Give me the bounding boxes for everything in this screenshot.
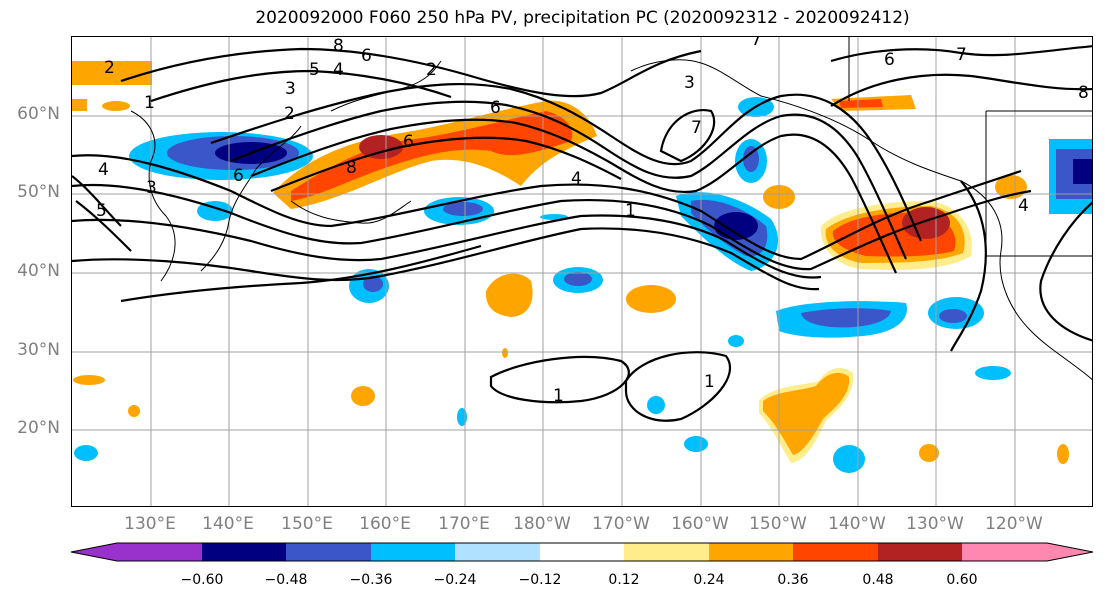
- contour-label: 2: [426, 60, 437, 80]
- contour-label: 3: [684, 73, 695, 93]
- lon-label-130w: 130°W: [906, 514, 964, 534]
- colorbar-tick: 0.36: [777, 572, 809, 588]
- pv-contours: [72, 45, 1092, 422]
- lon-label-160w: 160°W: [671, 514, 729, 534]
- colorbar-border: [70, 542, 1094, 562]
- contour-label: 6: [884, 50, 895, 70]
- colorbar-tick: 0.48: [862, 572, 894, 588]
- contour-label: 6: [361, 46, 372, 66]
- contour-label: 1: [704, 372, 715, 392]
- lon-label-140e: 140°E: [202, 514, 254, 534]
- lon-label-120w: 120°W: [985, 514, 1043, 534]
- contour-label: 7: [691, 118, 702, 138]
- map-canvas: 2 1 8 6 5 4 3 2 4 5 3 6 2 3 8 6 6 4 1 7 …: [72, 37, 1092, 506]
- colorbar-segment: [286, 543, 371, 561]
- colorbar-outline: [70, 542, 1094, 562]
- contour-label: 4: [98, 160, 109, 180]
- colorbar-segment: [878, 543, 962, 561]
- lat-label-20n: 20°N: [17, 418, 60, 438]
- lon-label-170e: 170°E: [438, 514, 490, 534]
- contour-label: 8: [333, 37, 344, 56]
- lon-label-140w: 140°W: [828, 514, 886, 534]
- lon-label-160e: 160°E: [359, 514, 411, 534]
- contour-label: 3: [285, 79, 296, 99]
- map-title: 2020092000 F060 250 hPa PV, precipitatio…: [255, 8, 910, 28]
- colorbar-segment: [793, 543, 878, 561]
- contour-label: 5: [96, 201, 107, 221]
- colorbar-segment: [371, 543, 455, 561]
- colorbar-segment: [962, 543, 1047, 561]
- lat-label-40n: 40°N: [17, 261, 60, 281]
- contour-label: 5: [309, 60, 320, 80]
- colorbar-segment: [540, 543, 624, 561]
- contour-label: 2: [104, 58, 115, 78]
- colorbar-tick: −0.12: [518, 572, 562, 588]
- lat-label-50n: 50°N: [17, 182, 60, 202]
- colorbar-tick: −0.36: [349, 572, 393, 588]
- colorbar-segment: [117, 543, 202, 561]
- colorbar-tick: 0.60: [946, 572, 978, 588]
- contour-label: 7: [751, 37, 762, 50]
- colorbar-tick: 0.12: [608, 572, 640, 588]
- contour-label: 4: [333, 60, 344, 80]
- colorbar-segment: [202, 543, 286, 561]
- contour-label: 4: [1018, 196, 1029, 216]
- contour-label: 6: [233, 166, 244, 186]
- contour-label: 6: [403, 132, 414, 152]
- colorbar-segment: [624, 543, 709, 561]
- contour-label: 1: [625, 201, 636, 221]
- colorbar-tick: 0.24: [693, 572, 725, 588]
- lon-label-170w: 170°W: [592, 514, 650, 534]
- lat-label-60n: 60°N: [17, 104, 60, 124]
- lon-label-130e: 130°E: [124, 514, 176, 534]
- graticule: [72, 37, 1092, 506]
- colorbar-extend-max: [1047, 543, 1093, 561]
- map-panel: 2 1 8 6 5 4 3 2 4 5 3 6 2 3 8 6 6 4 1 7 …: [71, 36, 1093, 507]
- contour-label: 7: [956, 45, 967, 65]
- colorbar-tick: −0.60: [180, 572, 224, 588]
- colorbar-segment: [709, 543, 793, 561]
- lon-label-150w: 150°W: [749, 514, 807, 534]
- lat-label-30n: 30°N: [17, 340, 60, 360]
- contour-label: 2: [284, 104, 295, 124]
- contour-label: 8: [1078, 83, 1089, 103]
- lon-label-180w: 180°W: [513, 514, 571, 534]
- contour-labels: 2 1 8 6 5 4 3 2 4 5 3 6 2 3 8 6 6 4 1 7 …: [96, 37, 1089, 406]
- contour-label: 3: [146, 178, 157, 198]
- contour-label: 1: [144, 93, 155, 113]
- colorbar-tick: −0.48: [264, 572, 308, 588]
- colorbar-segments: [71, 543, 1093, 561]
- contour-label: 1: [553, 386, 564, 406]
- coastlines: [130, 37, 1092, 380]
- contour-label: 8: [346, 158, 357, 178]
- lon-label-150e: 150°E: [281, 514, 333, 534]
- contour-label: 6: [490, 98, 501, 118]
- colorbar-extend-min: [71, 543, 117, 561]
- contour-label: 4: [571, 169, 582, 189]
- colorbar-segment: [455, 543, 540, 561]
- colorbar-tick: −0.24: [433, 572, 477, 588]
